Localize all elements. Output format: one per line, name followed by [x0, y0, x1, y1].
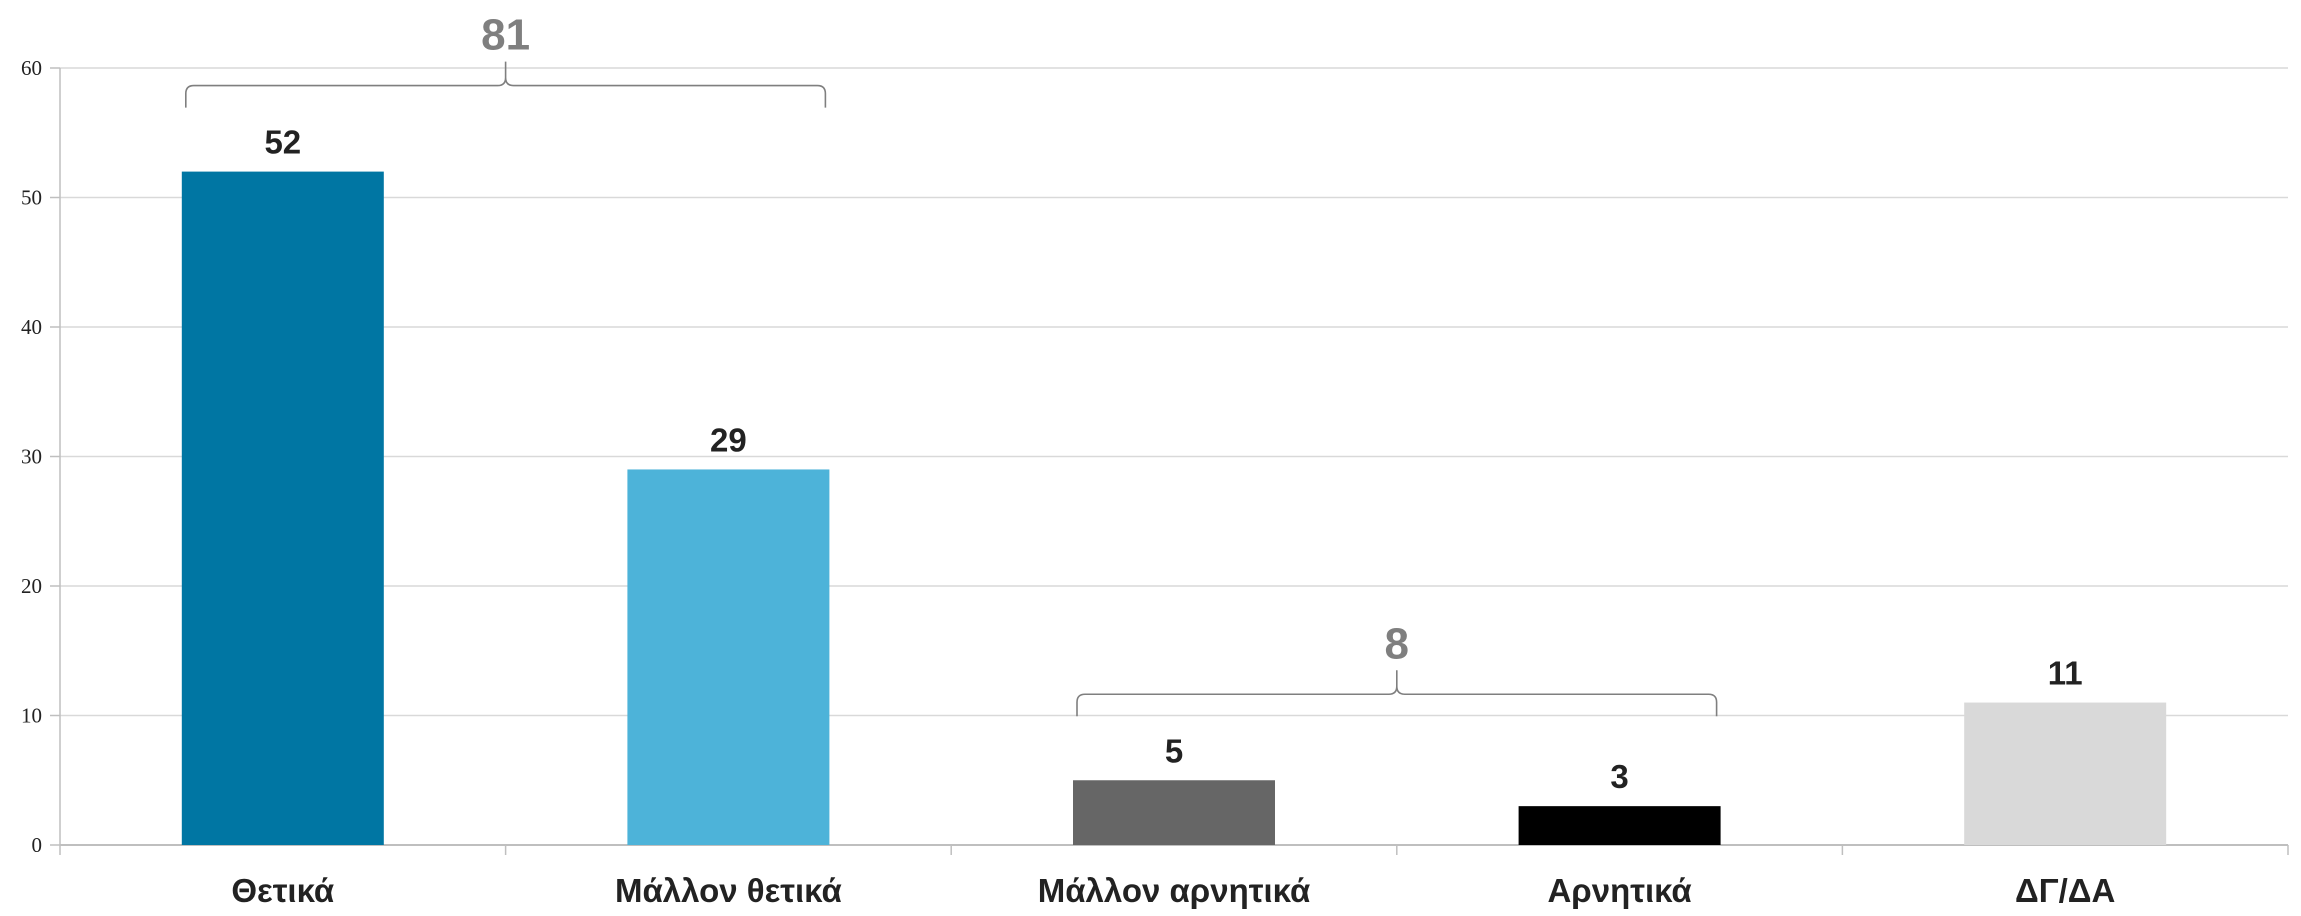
y-tick-label: 40: [21, 315, 42, 339]
x-axis-labels: Θετικά Μάλλον θετικά Μάλλον αρνητικά Αρνητι…: [231, 872, 2115, 909]
bar: [1518, 806, 1721, 845]
data-label: 11: [2048, 655, 2083, 692]
y-tick-label: 20: [21, 574, 42, 598]
gridlines: [60, 67, 2288, 717]
bars: [181, 171, 2167, 846]
category-label: Θετικά: [231, 872, 334, 909]
y-tick-label: 0: [32, 833, 43, 857]
category-label: Μάλλον αρνητικά: [1038, 872, 1310, 909]
data-label: 5: [1165, 732, 1183, 769]
category-label: Αρνητικά: [1547, 872, 1691, 909]
bracket-label: 81: [481, 11, 530, 60]
bracket: [1076, 670, 1718, 717]
data-label: 52: [264, 124, 301, 161]
data-label: 3: [1610, 758, 1628, 795]
y-tick-label: 50: [21, 186, 42, 210]
y-tick-label: 10: [21, 704, 42, 728]
brackets: 81 8: [185, 11, 1718, 717]
bar: [1964, 702, 2167, 845]
y-tick-label: 30: [21, 445, 42, 469]
bar: [627, 469, 830, 845]
category-label: ΔΓ/ΔΑ: [2015, 872, 2115, 909]
bracket-label: 8: [1385, 619, 1409, 668]
bar: [1073, 780, 1275, 845]
data-label: 29: [710, 421, 747, 458]
y-tick-label: 60: [21, 56, 42, 80]
bar: [181, 171, 384, 846]
bracket: [185, 61, 827, 108]
data-labels: 52 29 5 3 11: [264, 124, 2082, 796]
y-axis: 0 10 20 30 40 50 60: [21, 56, 60, 857]
category-label: Μάλλον θετικά: [615, 872, 842, 909]
